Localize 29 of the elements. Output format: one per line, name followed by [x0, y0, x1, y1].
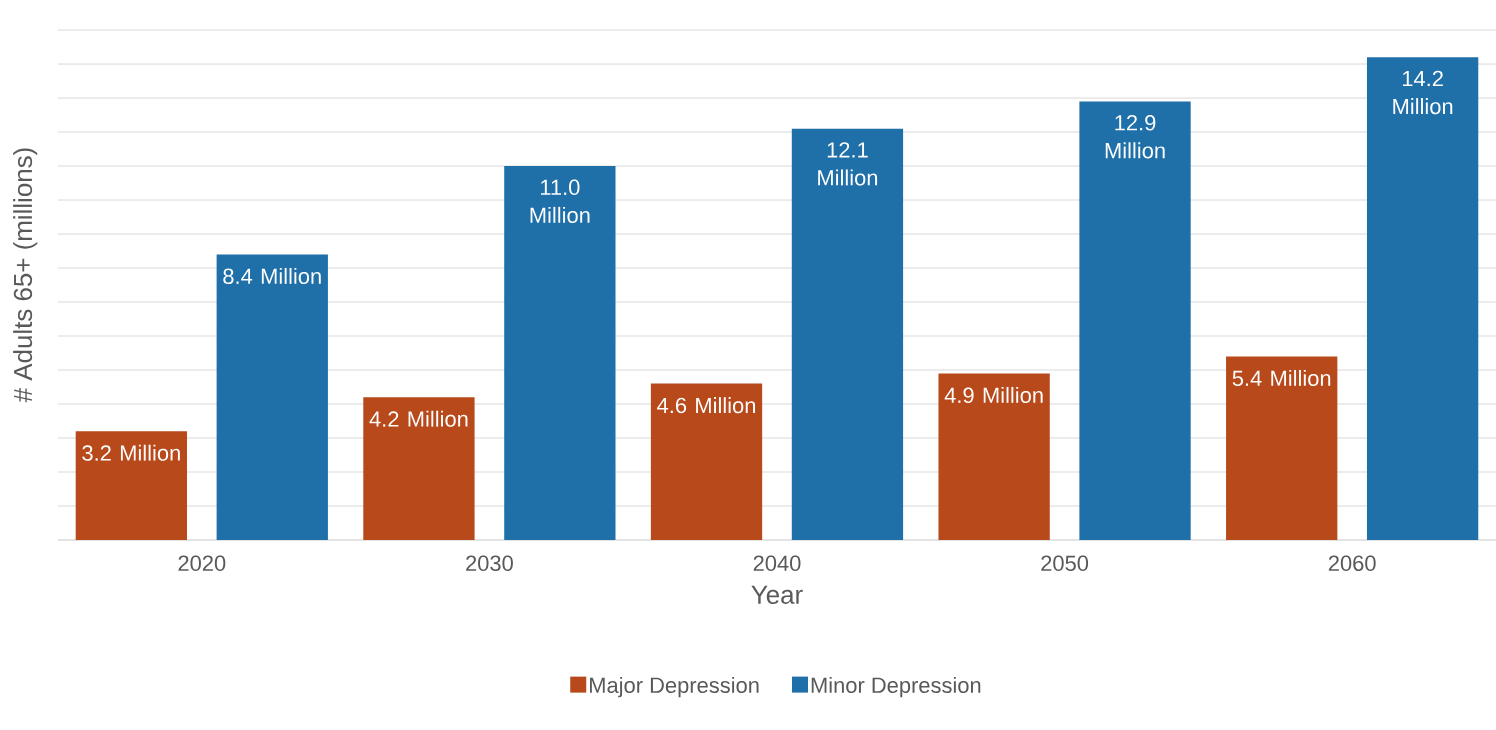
- bar: [791, 128, 904, 540]
- x-tick-label: 2020: [178, 555, 226, 572]
- x-axis-title: Year: [751, 585, 803, 604]
- data-label: 4.6 Million: [657, 397, 756, 414]
- data-label: 12.1 Million: [818, 142, 878, 186]
- bar: [938, 373, 1050, 540]
- data-label: 3.2 Million: [82, 444, 180, 461]
- bar: [216, 254, 328, 540]
- data-label: 14.2 Million: [1393, 70, 1453, 115]
- bar: [363, 397, 475, 540]
- data-label: 12.9 Million: [1105, 114, 1165, 159]
- data-label: 5.4 Million: [1232, 369, 1331, 387]
- data-label: 4.9 Million: [944, 386, 1043, 404]
- bar: [504, 166, 616, 540]
- x-tick-label: 2050: [1041, 555, 1089, 572]
- bar: [650, 383, 763, 540]
- data-label: 8.4 Million: [223, 267, 321, 285]
- x-tick-label: 2040: [753, 555, 801, 572]
- x-tick-label: 2060: [1328, 555, 1376, 572]
- legend-label: Major Depression: [590, 676, 759, 698]
- bar: [1226, 356, 1338, 540]
- y-axis-title: # Adults 65+ (millions): [13, 148, 38, 403]
- bar: [1366, 57, 1479, 540]
- data-label: 11.0 Million: [530, 179, 590, 223]
- bar: [75, 431, 187, 540]
- data-label: 4.2 Million: [369, 410, 468, 427]
- legend-label: Minor Depression: [811, 676, 981, 698]
- x-tick-label: 2030: [466, 555, 513, 572]
- bar: [1079, 101, 1191, 540]
